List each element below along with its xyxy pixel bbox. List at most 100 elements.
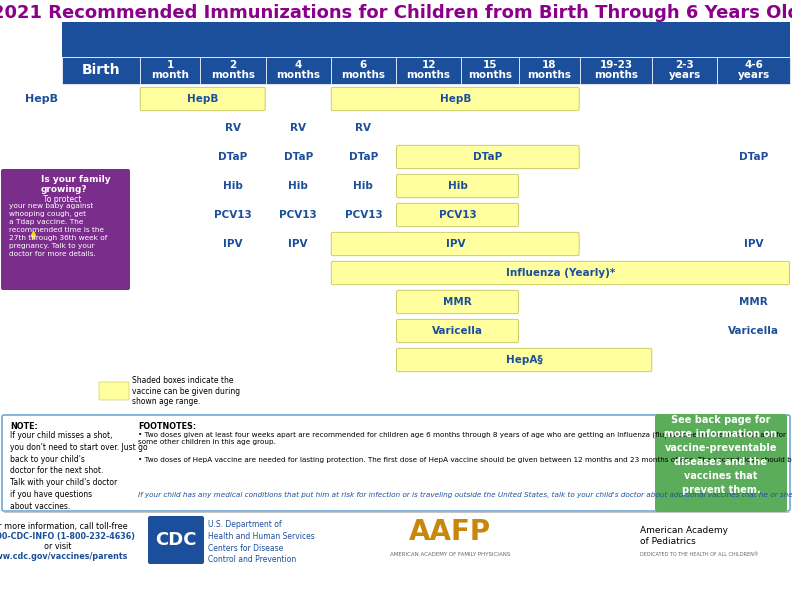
Text: HepA§: HepA§: [506, 355, 543, 365]
Text: 2-3: 2-3: [676, 61, 695, 70]
FancyBboxPatch shape: [331, 261, 790, 285]
Text: months: months: [468, 70, 512, 81]
Bar: [580, 57, 653, 84]
Text: RV: RV: [356, 123, 371, 133]
Text: HepB: HepB: [187, 94, 219, 104]
Text: AMERICAN ACADEMY OF FAMILY PHYSICIANS: AMERICAN ACADEMY OF FAMILY PHYSICIANS: [390, 551, 510, 556]
Text: DTaP: DTaP: [348, 152, 378, 162]
Bar: [139, 57, 200, 84]
Text: DTaP: DTaP: [284, 152, 313, 162]
Text: IPV: IPV: [223, 239, 243, 249]
Text: months: months: [406, 70, 451, 81]
Bar: [519, 57, 580, 84]
Bar: [653, 57, 718, 84]
Text: 4: 4: [295, 61, 302, 70]
Text: DTaP: DTaP: [219, 152, 248, 162]
FancyBboxPatch shape: [397, 290, 519, 313]
Bar: [396, 57, 461, 84]
Text: your new baby against
whooping cough, get
a Tdap vaccine. The
recommended time i: your new baby against whooping cough, ge…: [9, 203, 108, 257]
Text: months: months: [276, 70, 320, 81]
Text: DEDICATED TO THE HEALTH OF ALL CHILDREN®: DEDICATED TO THE HEALTH OF ALL CHILDREN®: [640, 553, 759, 558]
Text: 1: 1: [166, 61, 173, 70]
Text: • Two doses given at least four weeks apart are recommended for children age 6 m: • Two doses given at least four weeks ap…: [138, 431, 786, 446]
Text: IPV: IPV: [288, 239, 308, 249]
Text: years: years: [737, 70, 770, 81]
Bar: [265, 57, 331, 84]
Text: Influenza (Yearly)*: Influenza (Yearly)*: [506, 268, 615, 278]
Text: NOTE:: NOTE:: [10, 422, 38, 431]
FancyBboxPatch shape: [331, 233, 579, 256]
Text: MMR: MMR: [443, 297, 472, 307]
Text: HepB: HepB: [440, 94, 471, 104]
Bar: [331, 57, 396, 84]
Text: Hib: Hib: [447, 181, 467, 191]
Text: IPV: IPV: [744, 239, 763, 249]
Text: 4-6: 4-6: [744, 61, 763, 70]
Text: 12: 12: [421, 61, 436, 70]
Text: For more information, call toll-free: For more information, call toll-free: [0, 522, 128, 531]
Text: Hib: Hib: [288, 181, 308, 191]
Bar: [62, 22, 790, 57]
Bar: [200, 57, 265, 84]
FancyBboxPatch shape: [140, 88, 265, 111]
Text: Hib: Hib: [353, 181, 373, 191]
Text: RV: RV: [290, 123, 307, 133]
Text: AAFP: AAFP: [409, 518, 491, 546]
Text: DTaP: DTaP: [739, 152, 768, 162]
FancyBboxPatch shape: [1, 169, 130, 290]
Text: PCV13: PCV13: [280, 210, 317, 220]
Text: years: years: [668, 70, 701, 81]
FancyBboxPatch shape: [148, 516, 204, 564]
Bar: [718, 57, 790, 84]
Text: FOOTNOTES:: FOOTNOTES:: [138, 422, 196, 431]
Text: 1-800-CDC-INFO (1-800-232-4636): 1-800-CDC-INFO (1-800-232-4636): [0, 532, 135, 541]
Text: months: months: [527, 70, 571, 81]
FancyBboxPatch shape: [397, 203, 519, 226]
Text: Varicella: Varicella: [728, 326, 779, 336]
Text: Hib: Hib: [223, 181, 243, 191]
Text: PCV13: PCV13: [214, 210, 252, 220]
Text: months: months: [341, 70, 386, 81]
Text: IPV: IPV: [446, 239, 465, 249]
Text: months: months: [211, 70, 255, 81]
Text: RV: RV: [225, 123, 241, 133]
Bar: [461, 57, 519, 84]
Text: www.cdc.gov/vaccines/parents: www.cdc.gov/vaccines/parents: [0, 552, 128, 561]
Text: 2: 2: [230, 61, 237, 70]
Text: Birth: Birth: [82, 64, 120, 78]
FancyBboxPatch shape: [397, 348, 652, 371]
Text: See back page for
more information on
vaccine-preventable
diseases and the
vacci: See back page for more information on va…: [664, 415, 778, 495]
Text: PCV13: PCV13: [439, 210, 476, 220]
Text: 18: 18: [542, 61, 557, 70]
Text: months: months: [594, 70, 638, 81]
FancyBboxPatch shape: [2, 415, 790, 511]
Text: U.S. Department of
Health and Human Services
Centers for Disease
Control and Pre: U.S. Department of Health and Human Serv…: [208, 520, 314, 564]
Text: Varicella: Varicella: [432, 326, 483, 336]
Text: month: month: [151, 70, 189, 81]
Text: If your child misses a shot,
you don't need to start over. Just go
back to your : If your child misses a shot, you don't n…: [10, 431, 147, 511]
FancyBboxPatch shape: [397, 319, 519, 343]
FancyBboxPatch shape: [397, 174, 519, 198]
FancyBboxPatch shape: [655, 414, 787, 512]
Text: To protect: To protect: [41, 195, 82, 204]
Text: If your child has any medical conditions that put him at risk for infection or i: If your child has any medical conditions…: [138, 492, 792, 498]
Text: American Academy
of Pediatrics: American Academy of Pediatrics: [640, 526, 728, 547]
FancyBboxPatch shape: [331, 88, 579, 111]
Text: or visit: or visit: [44, 542, 72, 551]
Text: 15: 15: [483, 61, 497, 70]
Text: CDC: CDC: [155, 531, 196, 549]
Text: Is your family: Is your family: [41, 175, 111, 184]
Text: Shaded boxes indicate the
vaccine can be given during
shown age range.: Shaded boxes indicate the vaccine can be…: [132, 376, 240, 406]
Text: HepB: HepB: [25, 94, 58, 104]
Bar: [62, 57, 139, 84]
Text: growing?: growing?: [41, 185, 88, 194]
Text: MMR: MMR: [740, 297, 768, 307]
Text: DTaP: DTaP: [473, 152, 502, 162]
Text: • Two doses of HepA vaccine are needed for lasting protection. The first dose of: • Two doses of HepA vaccine are needed f…: [138, 457, 792, 463]
Text: 6: 6: [360, 61, 367, 70]
Text: 2021 Recommended Immunizations for Children from Birth Through 6 Years Old: 2021 Recommended Immunizations for Child…: [0, 4, 792, 22]
FancyBboxPatch shape: [397, 146, 579, 169]
Text: PCV13: PCV13: [345, 210, 383, 220]
FancyBboxPatch shape: [99, 382, 129, 400]
Text: 19-23: 19-23: [600, 61, 633, 70]
